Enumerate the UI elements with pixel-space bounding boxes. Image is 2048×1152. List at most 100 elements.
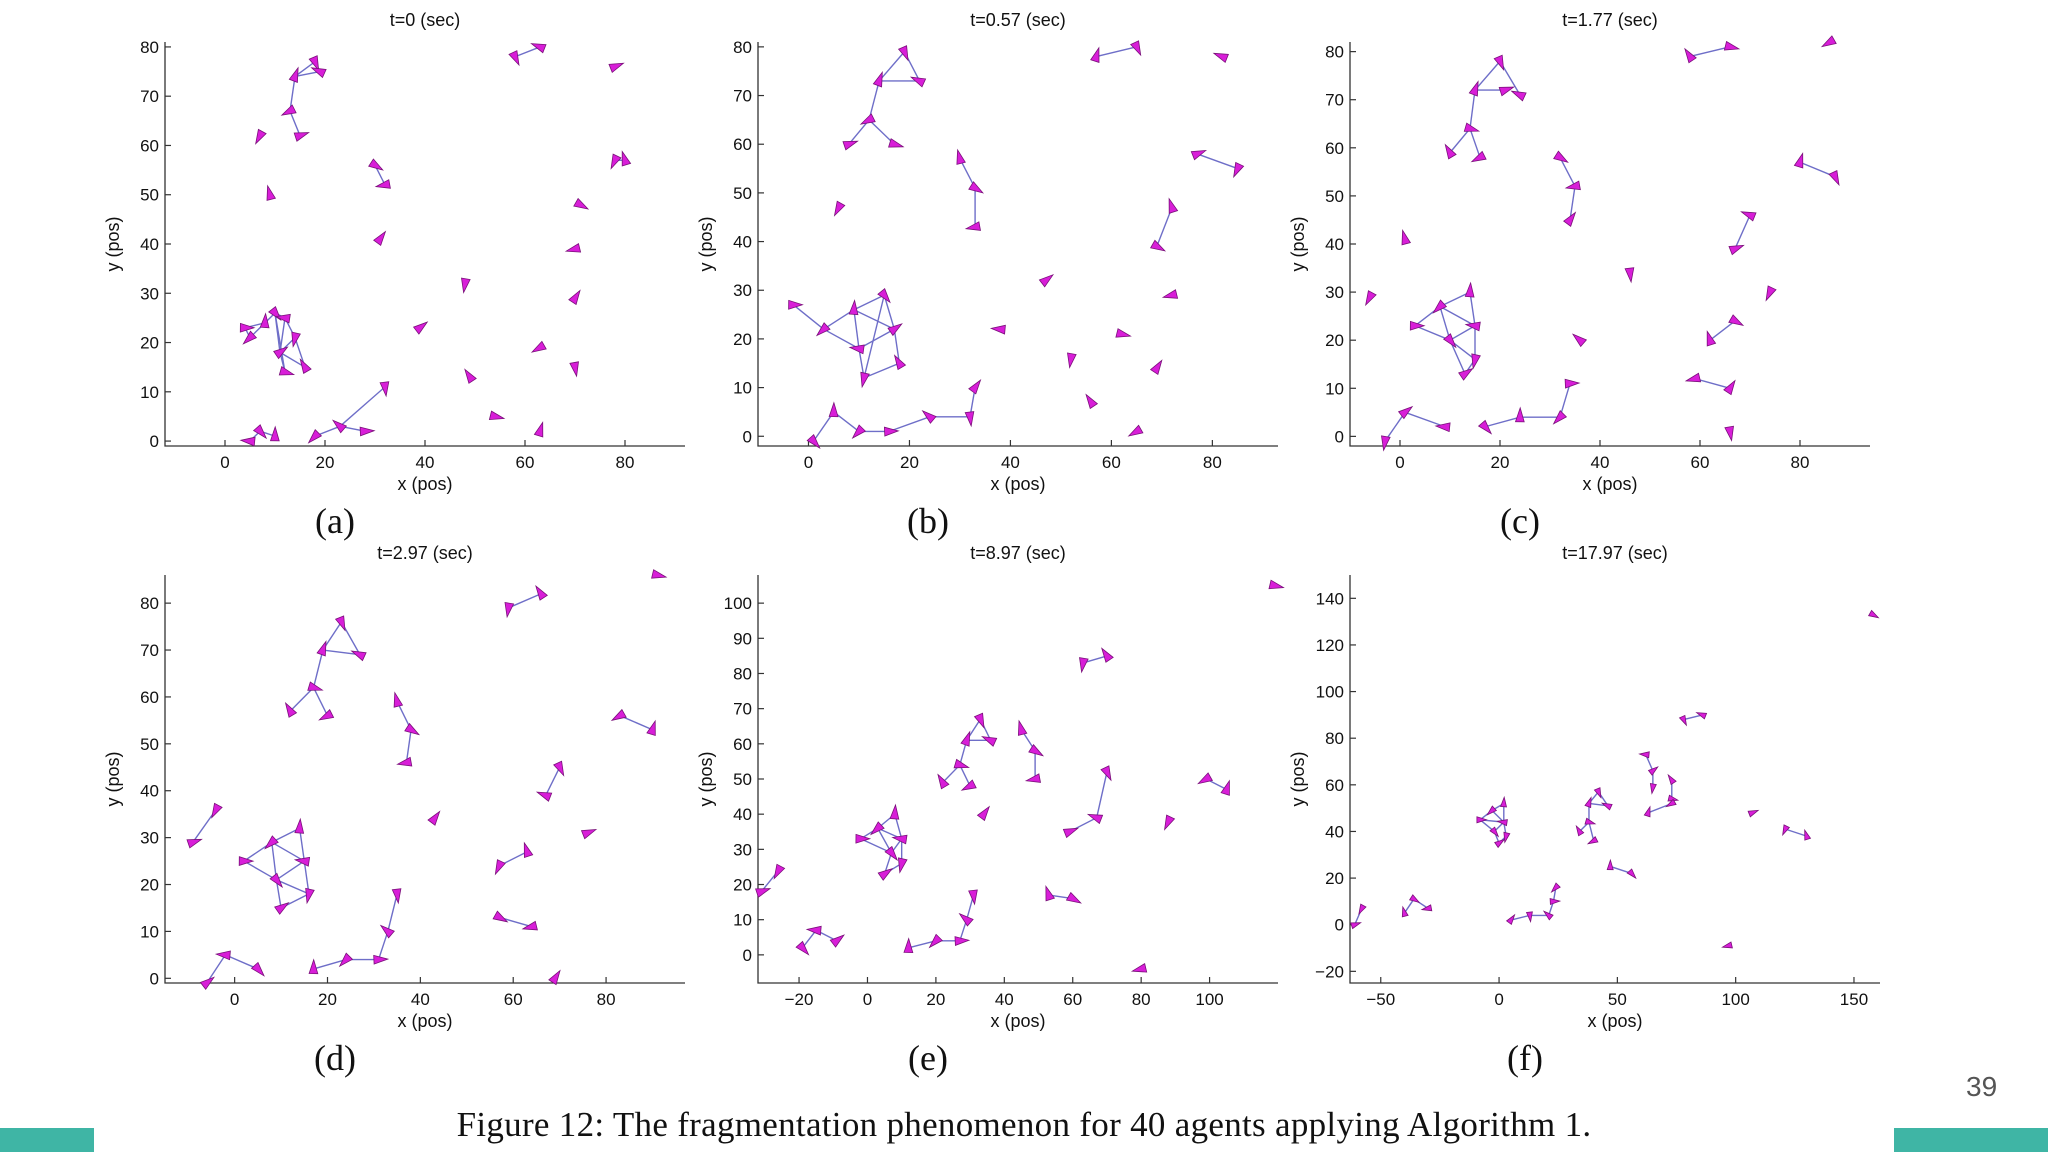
communication-link — [271, 841, 305, 862]
communication-link — [868, 119, 895, 145]
agent-marker — [508, 50, 520, 67]
agent-marker — [848, 344, 865, 355]
y-tick-label: 50 — [733, 184, 752, 203]
agent-marker — [1409, 320, 1426, 331]
communication-link — [1384, 411, 1406, 442]
agent-marker — [318, 709, 335, 721]
agent-marker — [307, 429, 323, 444]
agent-marker — [1190, 150, 1208, 161]
y-tick-label: 30 — [140, 829, 159, 848]
agent-marker — [1471, 353, 1481, 370]
y-tick-label: 30 — [140, 284, 159, 303]
communication-link — [275, 879, 282, 909]
agent-marker — [1647, 766, 1659, 776]
x-tick-label: 0 — [804, 453, 813, 472]
x-tick-label: 60 — [504, 990, 523, 1009]
agent-marker — [960, 779, 977, 791]
y-axis-label: y (pos) — [1288, 216, 1308, 271]
y-tick-label: 30 — [733, 281, 752, 300]
agent-marker — [1496, 819, 1508, 827]
agent-marker — [374, 179, 391, 189]
panel-label: (d) — [314, 1038, 356, 1078]
agent-marker — [427, 810, 441, 826]
y-tick-label: 20 — [140, 876, 159, 895]
agent-marker — [368, 158, 384, 171]
agent-marker — [1514, 406, 1525, 423]
agent-marker — [1365, 290, 1377, 307]
agent-marker — [1550, 882, 1561, 893]
agent-marker — [891, 834, 908, 845]
agent-marker — [897, 857, 908, 874]
y-tick-label: 70 — [140, 87, 159, 106]
communication-link — [1785, 828, 1807, 837]
communication-link — [313, 958, 347, 970]
communication-link — [289, 687, 315, 712]
agent-marker — [1381, 435, 1391, 452]
communication-link — [514, 46, 541, 58]
y-tick-label: 40 — [733, 805, 752, 824]
communication-link — [312, 687, 329, 717]
communication-link — [853, 294, 885, 311]
agent-marker — [1643, 805, 1651, 818]
x-axis-label: x (pos) — [1582, 474, 1637, 494]
y-tick-label: 80 — [1325, 43, 1344, 62]
communication-link — [1709, 320, 1736, 341]
agent-marker — [1503, 831, 1511, 844]
agent-marker — [921, 410, 937, 424]
agent-marker — [1740, 211, 1757, 222]
agent-marker — [269, 425, 280, 442]
y-tick-label: 50 — [140, 186, 159, 205]
agent-marker — [1575, 824, 1585, 837]
agent-marker — [294, 817, 305, 834]
agent-marker — [1476, 816, 1488, 824]
agent-marker — [359, 426, 376, 437]
agent-marker — [379, 924, 395, 939]
agent-marker — [1564, 378, 1581, 389]
agent-marker — [795, 940, 810, 956]
x-tick-label: 100 — [1195, 990, 1223, 1009]
communication-link — [298, 828, 305, 862]
agent-marker — [580, 829, 598, 840]
y-tick-label: 60 — [1325, 139, 1344, 158]
communication-link — [1403, 898, 1415, 914]
agent-marker — [883, 426, 900, 437]
agent-marker — [884, 845, 899, 862]
y-axis-label: y (pos) — [696, 216, 716, 271]
communication-link — [1449, 128, 1471, 154]
communication-link — [545, 766, 561, 796]
communication-link — [276, 860, 305, 881]
y-axis-label: y (pos) — [1288, 751, 1308, 806]
y-tick-label: 50 — [140, 735, 159, 754]
agent-marker — [548, 969, 561, 986]
agent-marker — [1510, 90, 1527, 102]
y-tick-label: 10 — [733, 379, 752, 398]
plot-title: t=1.77 (sec) — [1562, 10, 1658, 30]
panel-label: (f) — [1507, 1038, 1543, 1078]
agent-marker — [887, 323, 903, 337]
agent-marker — [1747, 809, 1760, 818]
y-tick-label: 80 — [140, 594, 159, 613]
footer-accent-bar-left — [0, 1128, 94, 1152]
agent-marker — [989, 324, 1006, 335]
agent-marker — [1127, 424, 1144, 437]
plot-title: t=0 (sec) — [390, 10, 461, 30]
communication-link — [289, 110, 301, 136]
y-tick-label: 120 — [1316, 636, 1344, 655]
agent-marker — [1130, 962, 1148, 973]
panel-label: (c) — [1500, 501, 1540, 541]
agent-marker — [1721, 941, 1733, 949]
axis-spines — [1349, 42, 1870, 447]
agent-marker — [1164, 814, 1176, 831]
agent-marker — [1593, 787, 1602, 799]
agent-marker — [1486, 805, 1498, 816]
x-tick-label: 40 — [416, 453, 435, 472]
x-tick-label: 60 — [1063, 990, 1082, 1009]
communication-link — [243, 860, 277, 881]
agent-marker — [280, 104, 297, 116]
communication-link — [1484, 416, 1521, 428]
agent-marker — [1268, 579, 1285, 590]
agent-marker — [877, 288, 891, 304]
agent-marker — [968, 379, 982, 395]
agent-marker — [535, 584, 548, 601]
agent-marker — [1463, 122, 1481, 132]
